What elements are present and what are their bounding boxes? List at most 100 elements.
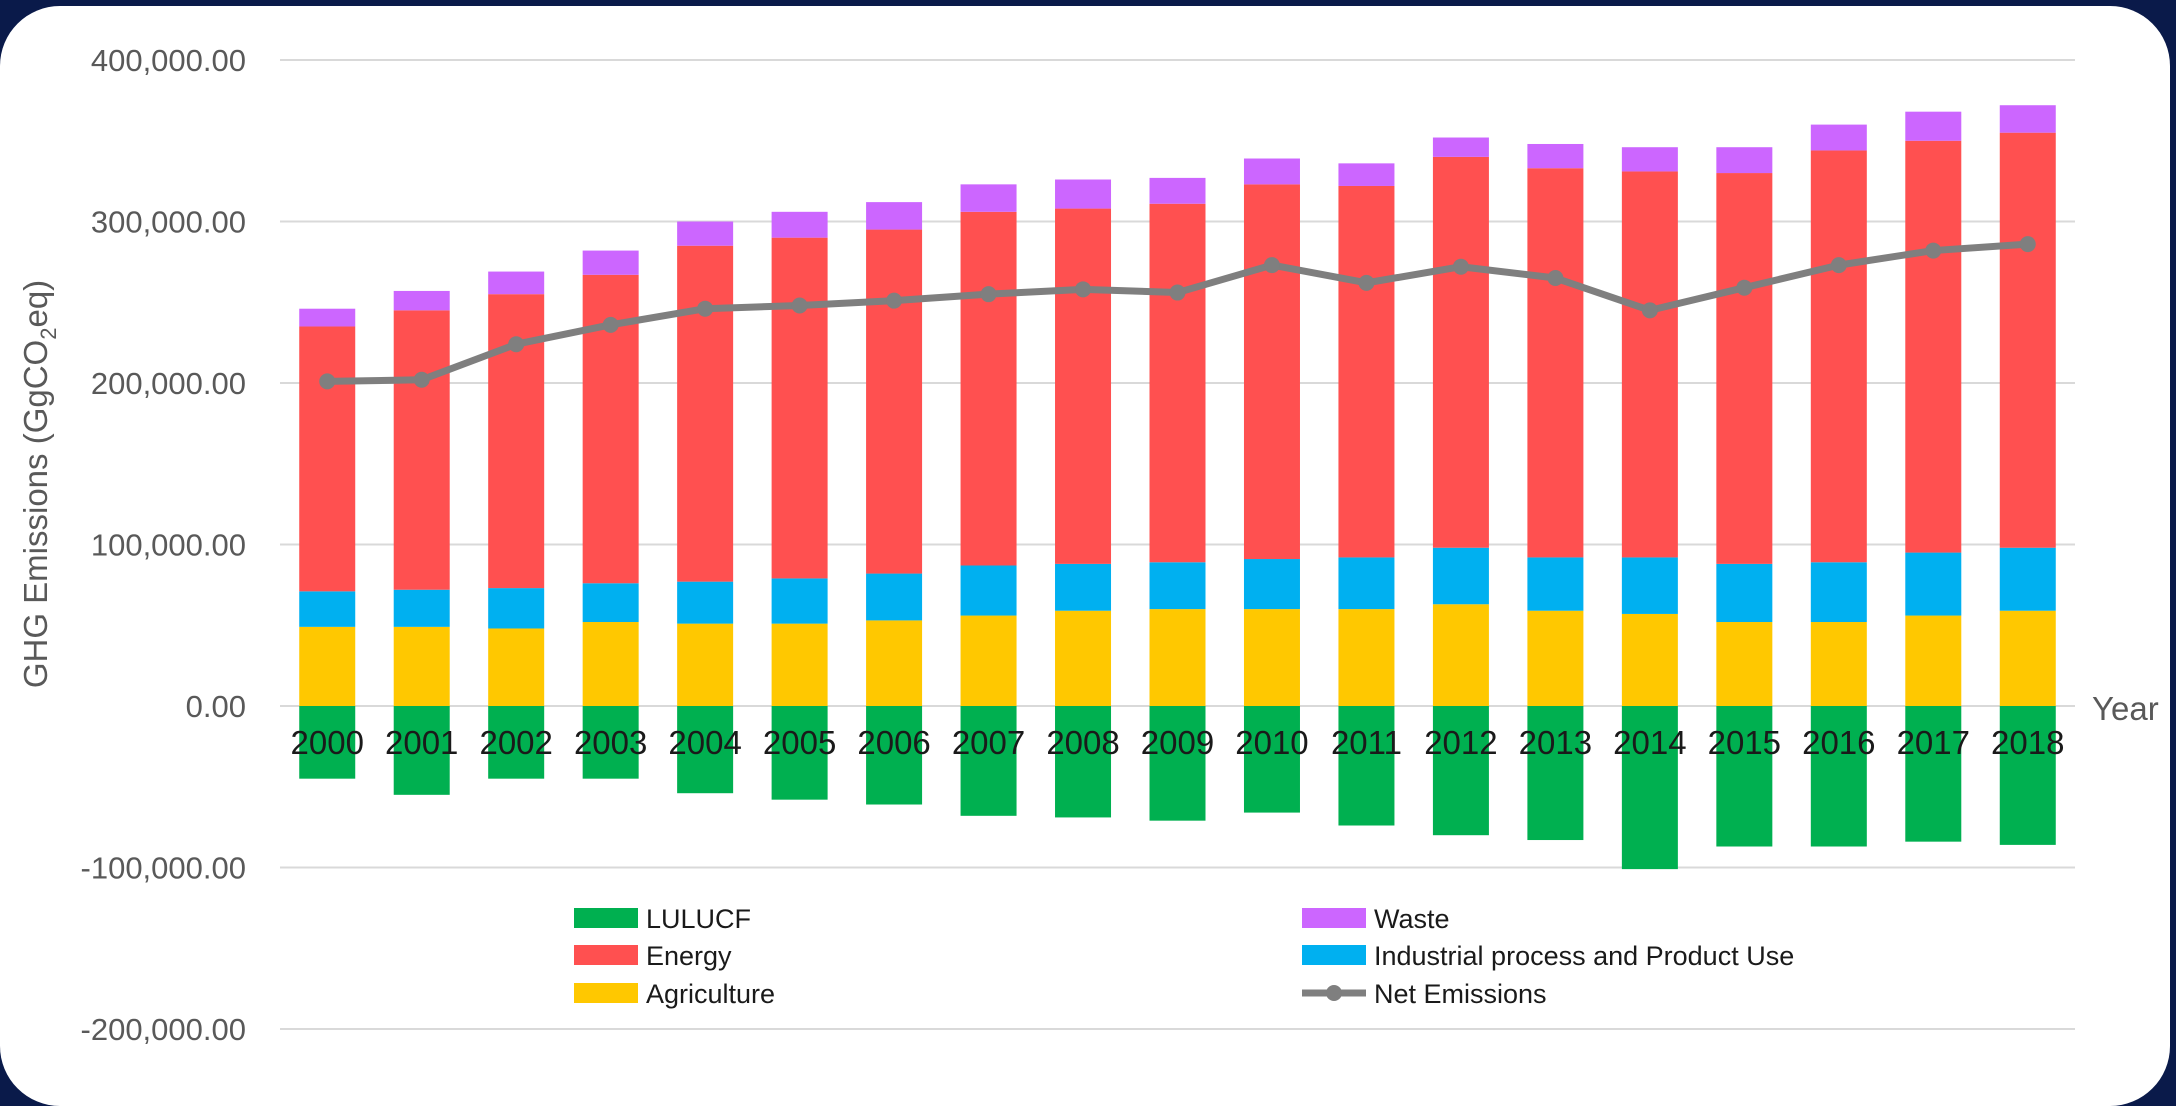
bar-industrial-process-and-product-use [299,591,356,627]
net-emissions-point [1169,284,1186,301]
y-tick-label: 300,000.00 [91,205,246,240]
bar-energy [866,229,923,574]
bar-lulucf [1338,706,1395,826]
legend: LULUCF Waste Energy Industrial process and … [574,904,1794,1009]
bar-lulucf [1905,706,1962,842]
bar-waste [771,211,828,238]
bar-energy [1999,132,2056,548]
x-tick-label: 2012 [1424,724,1497,761]
bar-agriculture [1716,622,1773,706]
bar-agriculture [1810,622,1867,706]
legend-swatch [1302,945,1366,965]
bar-agriculture [1432,604,1489,706]
bar-energy [1055,208,1112,564]
legend-swatch [574,945,638,965]
bar-industrial-process-and-product-use [1055,563,1112,611]
bar-waste [1432,137,1489,157]
bar-lulucf [582,706,639,779]
x-tick-label: 2006 [857,724,930,761]
bar-lulucf [299,706,356,779]
bar-industrial-process-and-product-use [1999,547,2056,611]
bar-industrial-process-and-product-use [960,565,1017,616]
bar-industrial-process-and-product-use [1810,562,1867,623]
bar-industrial-process-and-product-use [1905,552,1962,616]
bar-energy [393,310,450,590]
bar-agriculture [1621,613,1678,706]
bar-lulucf [488,706,545,779]
bar-industrial-process-and-product-use [582,583,639,623]
x-axis-tick-labels: 2000 2001 2002 2003 2004 2005 2006 2007 2008 2009… [291,724,2065,761]
net-emissions-point [1452,258,1469,275]
bar-agriculture [1338,609,1395,706]
bar-energy [1905,140,1962,553]
bar-waste [960,184,1017,212]
x-tick-label: 2010 [1235,724,1308,761]
net-emissions-point [602,316,619,333]
bar-agriculture [771,623,828,706]
net-emissions-point [508,336,525,353]
bar-energy [1621,171,1678,558]
bar-industrial-process-and-product-use [1149,562,1206,610]
x-tick-label: 2017 [1897,724,1970,761]
bar-lulucf [677,706,734,794]
bar-agriculture [582,622,639,706]
bar-industrial-process-and-product-use [866,573,923,621]
bar-energy [960,211,1017,566]
net-emissions-point [1925,242,1942,259]
x-tick-label: 2007 [952,724,1025,761]
net-emissions-point [1547,270,1564,287]
net-emissions-line [319,236,2036,390]
bar-agriculture [1999,610,2056,706]
bar-waste [582,250,639,275]
bar-industrial-process-and-product-use [1338,557,1395,610]
net-emissions-point [1641,302,1658,319]
bar-waste [866,202,923,230]
bar-waste [1055,179,1112,209]
x-tick-label: 2013 [1519,724,1592,761]
bar-industrial-process-and-product-use [1243,559,1300,610]
bar-agriculture [677,623,734,706]
x-tick-label: 2000 [291,724,364,761]
x-tick-label: 2016 [1802,724,1875,761]
net-emissions-point [413,371,430,388]
bar-lulucf [866,706,923,805]
bar-industrial-process-and-product-use [771,578,828,624]
bar-waste [1810,124,1867,151]
x-tick-label: 2009 [1141,724,1214,761]
bar-industrial-process-and-product-use [393,589,450,627]
legend-label: Waste [1374,904,1450,934]
y-axis-tick-labels: 400,000.00 300,000.00 200,000.00 100,000.00… [81,43,246,1047]
bar-lulucf [960,706,1017,816]
net-emissions-point [980,286,997,303]
bar-agriculture [299,626,356,706]
bar-agriculture [866,620,923,706]
y-tick-label: 0.00 [186,689,246,724]
legend-label: Energy [646,941,732,971]
y-tick-label: 200,000.00 [91,366,246,401]
x-tick-label: 2015 [1708,724,1781,761]
legend-swatch [574,983,638,1003]
bar-waste [1149,177,1206,204]
bar-agriculture [1905,615,1962,706]
net-emissions-point [886,292,903,309]
bar-waste [1905,111,1962,141]
bar-lulucf [1527,706,1584,841]
y-tick-label: 100,000.00 [91,528,246,563]
bar-agriculture [1149,609,1206,706]
bar-waste [1621,147,1678,172]
bar-agriculture [960,615,1017,706]
chart-card: 400,000.00 300,000.00 200,000.00 100,000.00… [0,6,2170,1106]
bar-energy [677,245,734,582]
legend-swatch [574,908,638,928]
x-axis-title: Year [2092,690,2159,727]
net-emissions-point [1075,281,1092,298]
bar-energy [1527,168,1584,558]
bar-lulucf [1055,706,1112,818]
x-tick-label: 2002 [479,724,552,761]
bar-lulucf [1810,706,1867,847]
bar-lulucf [1432,706,1489,836]
bar-lulucf [1243,706,1300,813]
x-tick-label: 2005 [763,724,836,761]
bar-lulucf [393,706,450,795]
legend-label: Agriculture [646,979,775,1009]
